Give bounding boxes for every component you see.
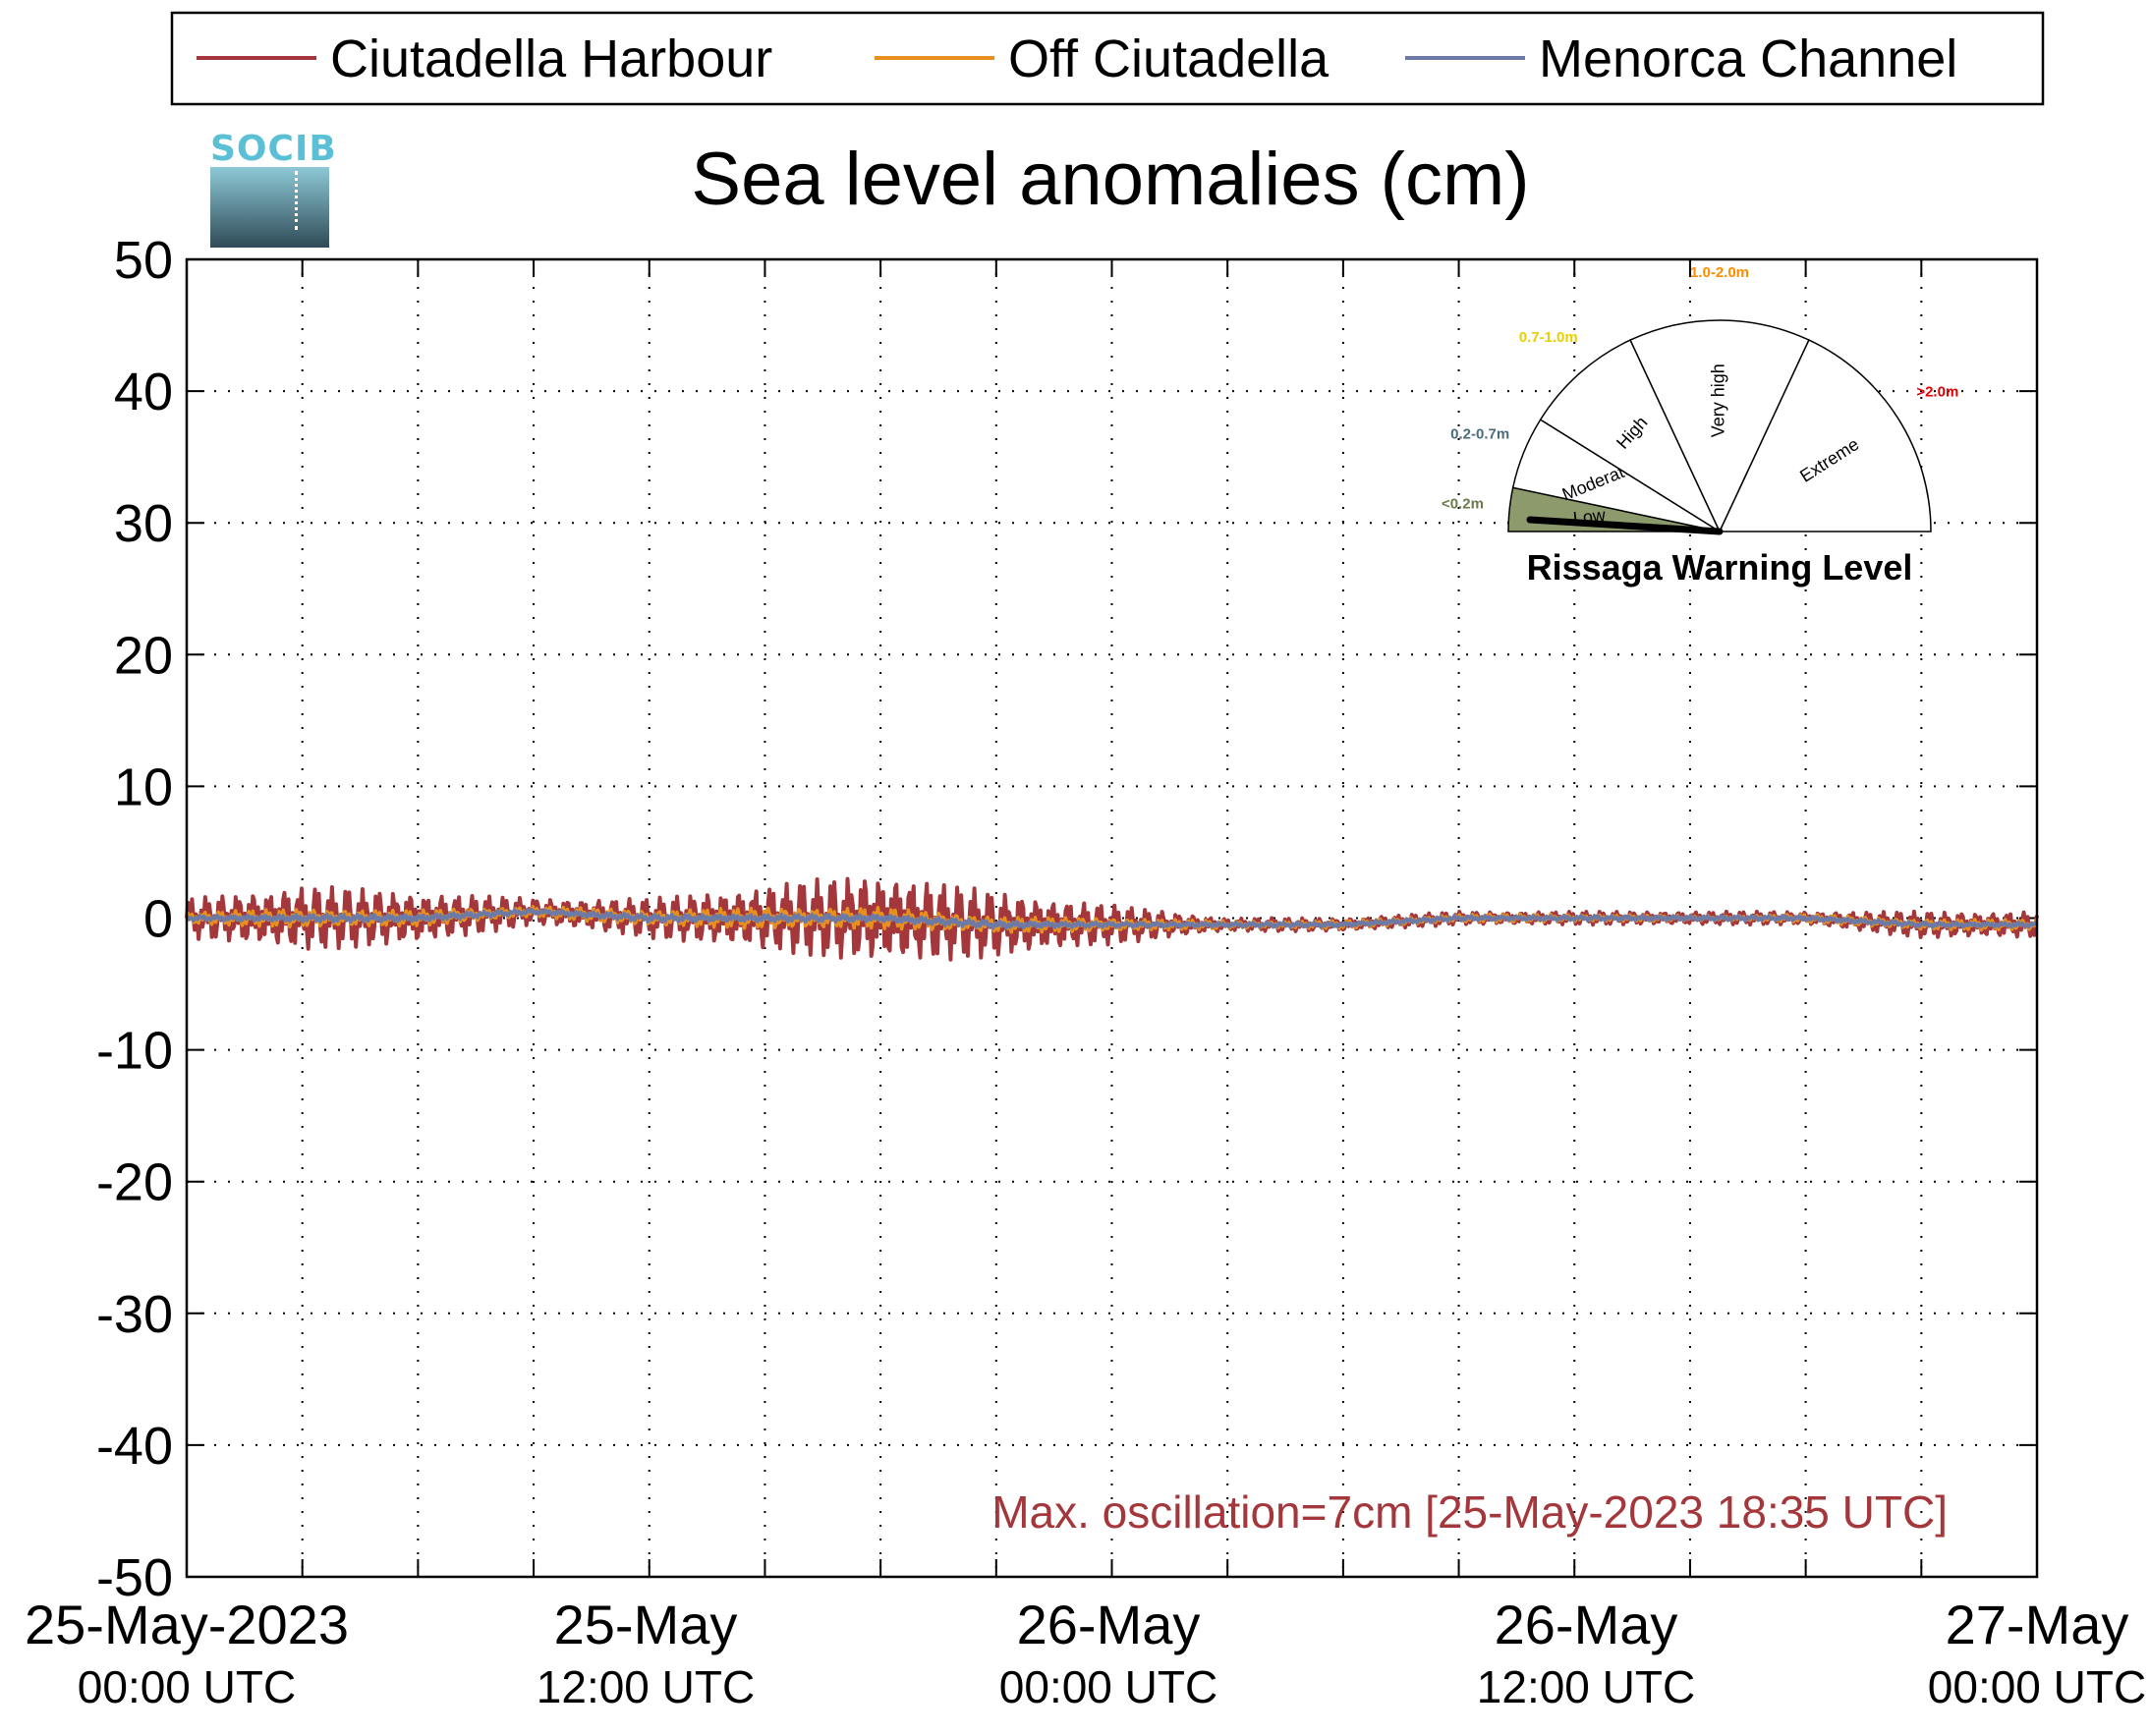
y-tick-label: -30	[96, 1285, 173, 1344]
y-tick-label: 10	[114, 757, 173, 816]
x-tick-label-date: 25-May-2023	[25, 1594, 349, 1655]
gauge-sector-label: Very high	[1709, 364, 1728, 437]
socib-logo-block	[210, 167, 329, 248]
x-axis: 25-May-2023 00:00 UTC 25-May 12:00 UTC 26-Ma…	[25, 259, 2146, 1712]
gauge-range-label: >2.0m	[1916, 384, 1958, 401]
plot-frame	[185, 257, 2039, 1579]
chart-title: Sea level anomalies (cm)	[691, 138, 1529, 221]
legend-label-off-ciutadella: Off Ciutadella	[1008, 29, 1330, 88]
y-tick-label: 20	[114, 626, 173, 685]
y-tick-label: 50	[114, 231, 173, 290]
gauge-range-label: 0.2-0.7m	[1450, 425, 1509, 442]
gauge-sector-high	[1539, 339, 1722, 533]
gauge-sector-extreme	[1718, 339, 1932, 532]
x-tick-label-date: 26-May	[1017, 1594, 1201, 1655]
y-axis: 50 40 30 20 10 0 -10 -20 -30 -40 -50	[96, 231, 2037, 1607]
series-line-menorca-channel	[185, 907, 2039, 930]
series-lines	[185, 876, 2039, 962]
y-tick-label: 0	[143, 890, 173, 949]
legend-label-menorca-channel: Menorca Channel	[1539, 29, 1957, 88]
x-tick-label-date: 26-May	[1495, 1594, 1678, 1655]
y-tick-label: 40	[114, 363, 173, 421]
x-tick-label-time: 12:00 UTC	[1477, 1661, 1695, 1712]
legend: Ciutadella Harbour Off Ciutadella Menorc…	[170, 11, 2045, 106]
gauge-needle	[1526, 516, 1724, 535]
max-oscillation-annotation: Max. oscillation=7cm [25-May-2023 18:35 …	[991, 1486, 1948, 1538]
x-tick-label-time: 00:00 UTC	[999, 1661, 1217, 1712]
x-tick-label-time: 12:00 UTC	[537, 1661, 755, 1712]
x-tick-label-date: 27-May	[1946, 1594, 2129, 1655]
gauge-range-label: <0.2m	[1442, 495, 1484, 512]
y-tick-label: -20	[96, 1153, 173, 1212]
gauge-range-label: 1.0-2.0m	[1690, 264, 1749, 281]
legend-label-ciutadella-harbour: Ciutadella Harbour	[330, 29, 772, 88]
gauge-sector-very-high	[1629, 319, 1810, 533]
gauge-title: Rissaga Warning Level	[1527, 547, 1913, 588]
y-tick-label: -40	[96, 1417, 173, 1476]
legend-box	[170, 11, 2045, 106]
socib-logo-text: SOCIB	[210, 129, 337, 169]
socib-logo: SOCIB	[210, 129, 337, 248]
y-tick-label: 30	[114, 494, 173, 553]
socib-logo-dots	[295, 171, 301, 230]
y-tick-label: -50	[96, 1548, 173, 1607]
y-tick-label: -10	[96, 1022, 173, 1081]
x-tick-label-date: 25-May	[554, 1594, 738, 1655]
x-tick-label-time: 00:00 UTC	[78, 1661, 296, 1712]
x-tick-label-time: 00:00 UTC	[1928, 1661, 2146, 1712]
gauge-range-label: 0.7-1.0m	[1519, 329, 1578, 346]
